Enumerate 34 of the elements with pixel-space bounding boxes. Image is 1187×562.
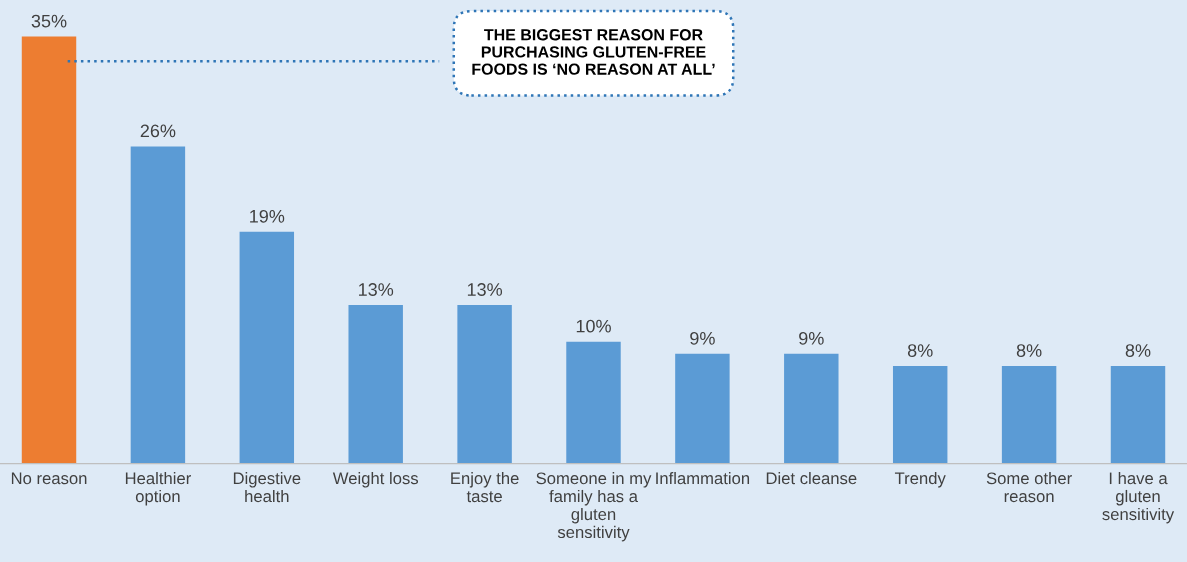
bar xyxy=(1110,366,1166,464)
x-tick-label: Trendy xyxy=(894,471,946,488)
annotation: THE BIGGEST REASON FOR PURCHASING GLUTEN-FREE FOODS IS ‘NO REASON AT ALL’ xyxy=(472,29,715,75)
bar xyxy=(892,366,948,464)
x-tick-label: Inflammation xyxy=(656,471,750,485)
x-tick-label: Someone in my family has a gluten sensitivity xyxy=(536,471,652,542)
bar xyxy=(1001,366,1057,464)
bar xyxy=(566,341,621,464)
data-label: 35% xyxy=(31,14,67,28)
x-tick-label: Diet cleanse xyxy=(766,471,857,485)
data-label: 26% xyxy=(140,124,176,138)
x-tick-label: Healthier option xyxy=(125,471,191,506)
bar xyxy=(784,353,839,464)
x-tick-label: Some other reason xyxy=(986,471,1072,503)
bar xyxy=(348,305,403,464)
data-label: 8% xyxy=(1016,344,1042,357)
data-label: 13% xyxy=(467,283,503,296)
x-tick-label: I have a gluten sensitivity xyxy=(1102,471,1175,524)
data-label: 9% xyxy=(799,331,824,345)
data-label: 8% xyxy=(907,344,933,357)
bar xyxy=(21,36,77,464)
x-tick-label: Weight loss xyxy=(332,471,419,488)
data-label: 9% xyxy=(690,331,715,345)
data-label: 8% xyxy=(1125,344,1151,357)
bar xyxy=(130,146,186,464)
bar xyxy=(239,231,295,464)
x-tick-label: Digestive health xyxy=(233,471,301,503)
data-label: 19% xyxy=(250,209,285,223)
x-tick-label: No reason xyxy=(11,472,87,485)
bar xyxy=(457,305,512,464)
data-label: 13% xyxy=(359,283,394,296)
x-tick-label: Enjoy the taste xyxy=(451,471,519,503)
data-label: 10% xyxy=(576,319,611,333)
bar xyxy=(675,353,730,464)
